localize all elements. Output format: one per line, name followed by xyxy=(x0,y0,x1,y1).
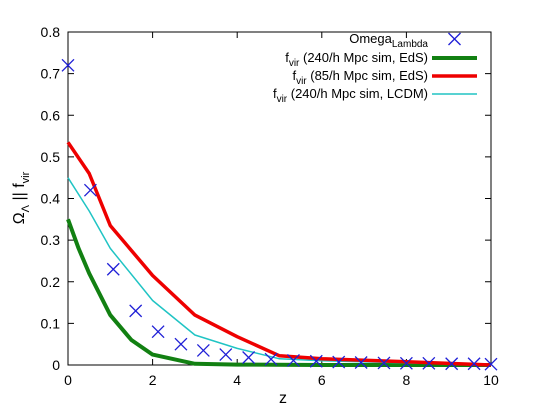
x-tick-label: 8 xyxy=(403,372,411,388)
y-tick-label: 0.8 xyxy=(41,24,61,40)
data-point-x-marker xyxy=(61,58,75,72)
data-point-x-marker xyxy=(467,357,481,371)
data-point-x-marker xyxy=(286,353,300,367)
y-tick-label: 0.6 xyxy=(41,107,61,123)
marker-stroke xyxy=(445,357,459,371)
y-tick-label: 0.3 xyxy=(41,232,61,248)
y-tick-label: 0.4 xyxy=(41,191,61,207)
data-point-x-marker xyxy=(219,348,233,362)
marker-stroke xyxy=(467,357,481,371)
y-tick-label: 0 xyxy=(52,357,60,373)
y-axis-title-tail-sub: vir xyxy=(20,171,32,183)
y-axis-title-middle: || f xyxy=(11,183,28,205)
x-tick-label: 2 xyxy=(149,372,157,388)
data-point-x-marker xyxy=(484,357,498,371)
data-point-x-marker xyxy=(106,262,120,276)
x-tick-label: 0 xyxy=(64,372,72,388)
legend-marker-sample xyxy=(448,32,461,46)
legend-label-sub: vir xyxy=(277,94,288,105)
y-tick-label: 0.1 xyxy=(41,315,61,331)
legend-label-1: fvir (240/h Mpc sim, EdS) xyxy=(285,50,428,69)
legend-label-sub: vir xyxy=(296,76,307,87)
marker-stroke xyxy=(106,262,120,276)
legend-label-rest: (240/h Mpc sim, LCDM) xyxy=(287,86,428,101)
data-point-x-marker xyxy=(196,343,210,357)
legend-label-main: f xyxy=(292,68,296,83)
x-tick-label: 4 xyxy=(233,372,241,388)
legend-label-main: Omega xyxy=(349,31,392,46)
y-axis-title: ΩΛ || fvir xyxy=(11,171,32,224)
data-point-x-marker xyxy=(422,356,436,370)
marker-stroke xyxy=(196,343,210,357)
data-point-x-marker xyxy=(354,356,368,369)
legend-label-sub: Lambda xyxy=(392,39,429,50)
y-axis-title-main-sub: Λ xyxy=(20,204,32,212)
marker-stroke xyxy=(174,337,188,351)
legend-label-sub: vir xyxy=(289,58,300,69)
marker-stroke xyxy=(264,352,278,366)
y-tick-label: 0.7 xyxy=(41,66,61,82)
data-point-x-marker xyxy=(332,355,346,369)
legend-label-rest: (85/h Mpc sim, EdS) xyxy=(307,68,428,83)
legend-label-rest: (240/h Mpc sim, EdS) xyxy=(299,50,428,65)
series-line-2 xyxy=(66,141,492,367)
data-point-x-marker xyxy=(83,183,97,197)
legend-label-0: OmegaLambda xyxy=(349,31,428,50)
marker-stroke xyxy=(484,357,498,371)
legend-label-main: f xyxy=(273,86,277,101)
axis-ticks: 0 2 4 6 8 10 0 0.1 0.2 0.3 0.4 0.5 0.6 0.7 0.8 xyxy=(41,24,499,388)
data-point-x-marker xyxy=(445,357,459,371)
series-line-3 xyxy=(67,177,492,366)
marker-stroke xyxy=(286,353,300,367)
legend-label-2: fvir (85/h Mpc sim, EdS) xyxy=(292,68,428,87)
y-tick-label: 0.5 xyxy=(41,149,61,165)
marker-stroke xyxy=(83,183,97,197)
data-point-x-marker xyxy=(129,304,143,318)
marker-stroke xyxy=(332,355,346,369)
marker-stroke xyxy=(399,356,413,370)
data-point-x-marker xyxy=(309,354,323,368)
marker-stroke xyxy=(354,356,368,369)
data-point-x-marker xyxy=(399,356,413,370)
marker-stroke xyxy=(377,356,391,370)
data-point-x-marker xyxy=(377,356,391,370)
x-axis-title: z xyxy=(279,390,287,407)
marker-stroke xyxy=(151,325,165,339)
data-point-x-marker xyxy=(242,351,256,364)
series-layer xyxy=(61,58,498,371)
marker-stroke xyxy=(219,348,233,362)
data-point-x-marker xyxy=(174,337,188,351)
data-point-x-marker xyxy=(264,352,278,366)
marker-stroke xyxy=(422,356,436,370)
marker-stroke xyxy=(129,304,143,318)
x-tick-label: 6 xyxy=(318,372,326,388)
y-tick-label: 0.2 xyxy=(41,274,61,290)
marker-stroke xyxy=(309,354,323,368)
y-axis-title-main: Ω xyxy=(11,212,28,224)
legend-label-3: fvir (240/h Mpc sim, LCDM) xyxy=(273,86,428,105)
series-line-1 xyxy=(66,218,491,367)
marker-stroke xyxy=(242,351,256,364)
data-point-x-marker xyxy=(151,325,165,339)
marker-stroke xyxy=(448,32,461,46)
marker-stroke xyxy=(61,58,75,72)
legend-label-main: f xyxy=(285,50,289,65)
x-tick-label: 10 xyxy=(483,372,499,388)
